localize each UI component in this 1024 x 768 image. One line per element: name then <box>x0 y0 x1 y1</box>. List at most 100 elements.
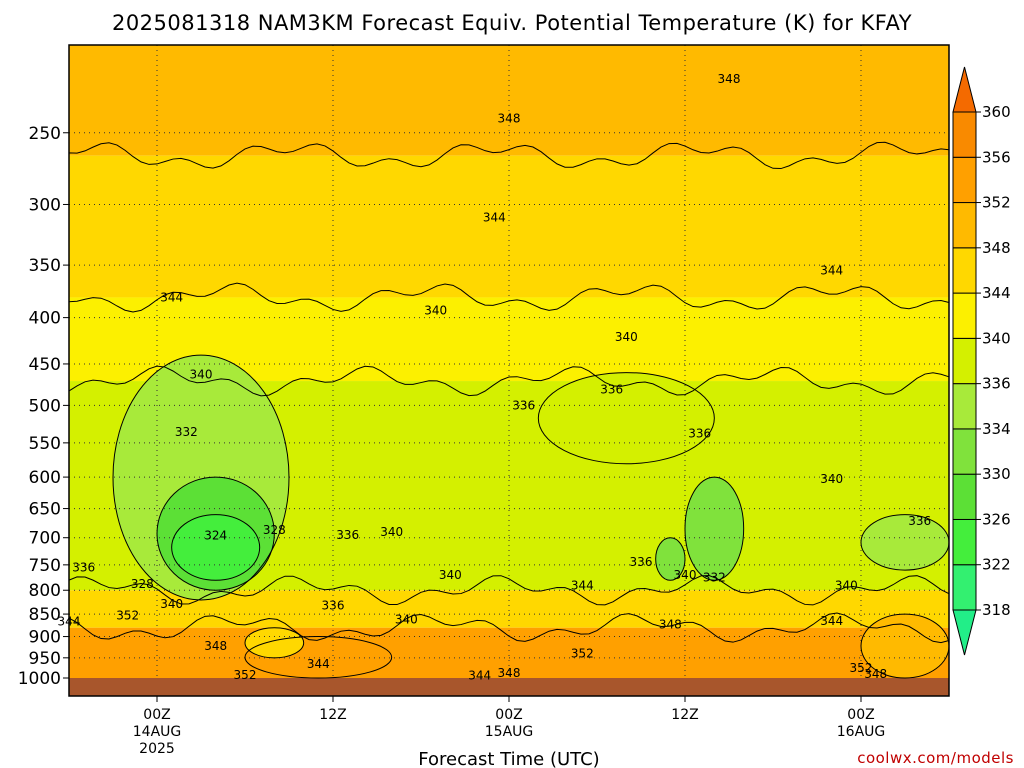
colorbar-swatch <box>952 337 977 385</box>
contour-label: 336 <box>512 398 535 412</box>
colorbar-label: 356 <box>982 148 1011 166</box>
y-tick-label: 900 <box>29 628 61 648</box>
y-tick-label: 950 <box>29 649 61 669</box>
contour-label: 344 <box>571 578 594 592</box>
contour-line <box>244 627 305 659</box>
contour-label: 336 <box>688 426 711 440</box>
contour-label: 340 <box>160 597 183 611</box>
contour-label: 352 <box>116 608 139 622</box>
contour-line <box>684 476 745 581</box>
colorbar-swatch <box>952 564 977 611</box>
contour-label: 336 <box>336 528 359 542</box>
colorbar-label: 352 <box>982 194 1011 212</box>
contour-line <box>112 354 290 601</box>
contour-label: 336 <box>630 555 653 569</box>
contour-line <box>655 537 686 581</box>
contour-label: 344 <box>820 614 843 628</box>
y-tick-label: 350 <box>29 256 61 276</box>
contour-label: 348 <box>498 111 521 125</box>
contour-line <box>68 612 950 644</box>
field-region <box>861 614 949 678</box>
colorbar-label: 340 <box>982 329 1011 347</box>
colorbar-swatch <box>952 202 977 249</box>
contour-label: 344 <box>468 669 491 683</box>
y-tick-label: 400 <box>29 309 61 329</box>
colorbar-extend-low <box>952 609 977 656</box>
x-tick-date: 15AUG <box>485 724 534 740</box>
contour-label: 328 <box>263 523 286 537</box>
surface-band <box>69 678 949 696</box>
contour-label: 344 <box>307 657 330 671</box>
contour-label: 340 <box>615 330 638 344</box>
y-tick-label: 850 <box>29 605 61 625</box>
credit-link[interactable]: coolwx.com/models <box>857 749 1014 767</box>
contour-label: 348 <box>659 618 682 632</box>
contour-line <box>68 282 950 313</box>
x-axis-title: Forecast Time (UTC) <box>418 749 599 768</box>
contour-label: 340 <box>395 613 418 627</box>
y-axis: 250 300 350 400 450 500 550 600 650 700 750 800 850 9… <box>18 124 69 689</box>
contour-label: 348 <box>864 667 887 681</box>
contour-line <box>68 575 950 606</box>
contour-label: 352 <box>571 647 594 661</box>
colorbar-label: 326 <box>982 510 1011 528</box>
contour-label: 324 <box>204 528 227 542</box>
colorbar-label: 344 <box>982 284 1011 302</box>
field-region <box>685 477 744 581</box>
contour-label: 340 <box>190 367 213 381</box>
y-tick-label: 1000 <box>18 669 61 689</box>
contour-label: 348 <box>718 72 741 86</box>
chart-title: 2025081318 NAM3KM Forecast Equiv. Potent… <box>112 11 912 35</box>
colorbar-swatch <box>952 428 977 475</box>
contour-labels: 348 348 344 344 344 340 340 340 336 336 336 340 332 3… <box>58 72 932 683</box>
colorbar: 318 322 326 330 334 336 340 344 348 352 356 360 <box>952 66 1011 656</box>
y-tick-label: 250 <box>29 124 61 144</box>
contour-label: 332 <box>703 571 726 585</box>
x-tick-date: 16AUG <box>837 724 886 740</box>
contour-label: 340 <box>820 472 843 486</box>
contour-line <box>244 636 393 679</box>
x-tick-year: 2025 <box>139 741 175 757</box>
colorbar-swatch <box>952 473 977 520</box>
y-tick-label: 750 <box>29 556 61 576</box>
y-tick-label: 700 <box>29 529 61 549</box>
contour-label: 336 <box>908 514 931 528</box>
contour-line <box>156 476 275 591</box>
contour-label: 340 <box>835 578 858 592</box>
x-tick-label: 12Z <box>671 707 698 723</box>
contour-label: 344 <box>160 290 183 304</box>
colorbar-label: 330 <box>982 465 1011 483</box>
contour-label: 328 <box>131 577 154 591</box>
field-region <box>861 514 949 571</box>
contour-label: 340 <box>380 525 403 539</box>
colorbar-label: 336 <box>982 375 1011 393</box>
field-region <box>171 514 260 581</box>
contour-label: 336 <box>600 382 623 396</box>
colorbar-swatch <box>952 156 977 204</box>
contour-line <box>68 141 950 170</box>
field-region <box>655 537 685 581</box>
contour-label: 344 <box>820 264 843 278</box>
x-tick-label: 00Z <box>495 707 522 723</box>
colorbar-label: 322 <box>982 556 1011 574</box>
colorbar-extend-high <box>952 66 977 113</box>
field-region <box>245 627 304 658</box>
y-tick-label: 600 <box>29 468 61 488</box>
x-tick-date: 14AUG <box>133 724 182 740</box>
contour-label: 340 <box>424 304 447 318</box>
x-tick-label: 00Z <box>143 707 170 723</box>
x-tick-label: 00Z <box>847 707 874 723</box>
colorbar-label: 348 <box>982 239 1011 257</box>
y-tick-label: 650 <box>29 500 61 520</box>
contour-label: 332 <box>175 425 198 439</box>
y-tick-label: 450 <box>29 355 61 375</box>
colorbar-label: 360 <box>982 103 1011 121</box>
contour-label: 352 <box>234 668 257 682</box>
y-tick-label: 550 <box>29 434 61 454</box>
colorbar-swatch <box>952 383 977 430</box>
y-tick-label: 500 <box>29 396 61 416</box>
contour-label: 352 <box>850 661 873 675</box>
contour-label: 340 <box>439 568 462 582</box>
